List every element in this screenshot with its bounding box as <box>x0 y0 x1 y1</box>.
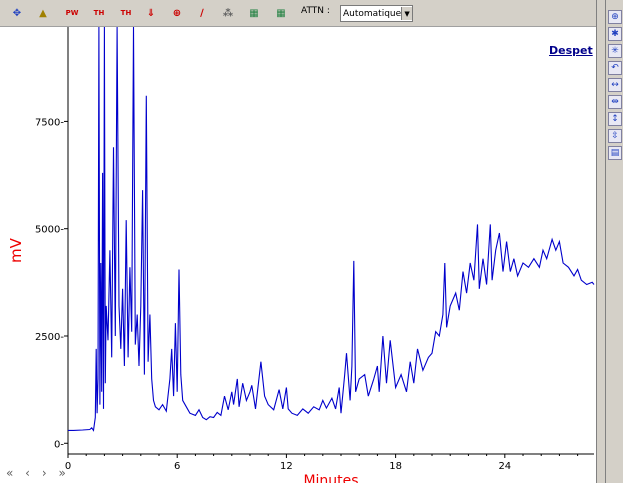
y-axis-label: mV <box>7 237 25 263</box>
x-tick-label: 6 <box>174 461 180 472</box>
thpw-icon[interactable]: TH <box>120 9 132 17</box>
grid-icon[interactable]: ▦ <box>249 7 259 19</box>
chart-toolbar: ✥ ▲ PW TH TH ⇓ ⊕ ∕ ⁂ ▦ ▦ ATTN : Automatique ▼ <box>0 0 596 27</box>
despet-link[interactable]: Despet <box>549 44 593 57</box>
chromatogram-chart: 0- 2500- 5000- 7500- 0 6 12 18 24 mV Minutes <box>7 26 595 488</box>
expand-horizontal-icon[interactable]: ↔ <box>608 78 622 92</box>
expand-vertical-icon[interactable]: ↕ <box>608 112 622 126</box>
overlay-icon[interactable]: ⁂ <box>222 7 234 19</box>
baseline-icon[interactable]: ⊕ <box>172 7 182 19</box>
splitter-bar[interactable] <box>596 0 606 483</box>
move-icon[interactable]: ✥ <box>12 7 22 19</box>
y-tick-label: 0- <box>54 439 64 450</box>
integrate-icon[interactable]: ⇓ <box>146 7 156 19</box>
slope-icon[interactable]: ∕ <box>200 7 204 19</box>
y-tick-label: 2500- <box>35 332 64 343</box>
shrink-vertical-icon[interactable]: ⇳ <box>608 129 622 143</box>
x-axis-label: Minutes <box>303 473 358 483</box>
chart-area: 0- 2500- 5000- 7500- 0 6 12 18 24 mV Minutes <box>0 26 596 488</box>
shrink-horizontal-icon[interactable]: ⇹ <box>608 95 622 109</box>
grid-alt-icon[interactable]: ▦ <box>276 7 286 19</box>
next-page-button[interactable]: › <box>41 466 47 480</box>
pw-icon[interactable]: PW <box>65 9 79 17</box>
x-tick-label: 0 <box>65 461 71 472</box>
x-tick-label: 24 <box>498 461 511 472</box>
navigation-controls: « ‹ › » <box>6 466 74 480</box>
attn-select[interactable]: Automatique ▼ <box>340 5 413 22</box>
color-scale-icon[interactable]: ▤ <box>608 146 622 160</box>
y-tick-label: 5000- <box>35 225 64 236</box>
zoom-out-icon[interactable]: ✳ <box>608 44 622 58</box>
zoom-full-icon[interactable]: ⊕ <box>608 10 622 24</box>
y-tick-label: 7500- <box>35 117 64 128</box>
right-toolbar: ⊕ ✱ ✳ ↶ ↔ ⇹ ↕ ⇳ ▤ <box>606 0 623 483</box>
prev-page-button[interactable]: ‹ <box>25 466 30 480</box>
undo-icon[interactable]: ↶ <box>608 61 622 75</box>
x-tick-label: 18 <box>389 461 402 472</box>
attn-label: ATTN : <box>301 6 330 16</box>
attn-selected-value: Automatique <box>343 8 402 19</box>
zoom-in-icon[interactable]: ✱ <box>608 27 622 41</box>
first-page-button[interactable]: « <box>6 466 14 480</box>
x-tick-label: 12 <box>280 461 293 472</box>
signal-trace-line <box>68 26 595 432</box>
th-icon[interactable]: TH <box>93 9 105 17</box>
peak-icon[interactable]: ▲ <box>39 7 47 19</box>
chevron-down-icon[interactable]: ▼ <box>401 7 412 20</box>
last-page-button[interactable]: » <box>58 466 66 480</box>
